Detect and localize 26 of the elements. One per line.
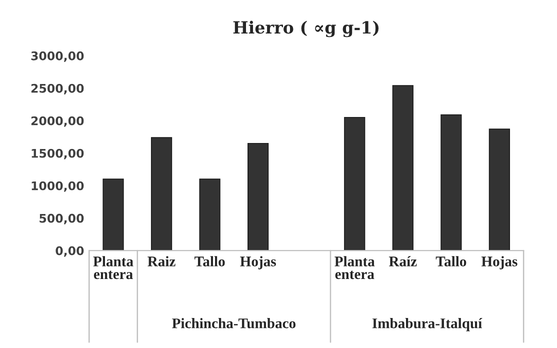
x-tick-label: Hojas [240, 256, 276, 270]
y-tick-label: 500,00 [40, 214, 84, 224]
x-tick-label: Hojas [481, 256, 518, 270]
bar [344, 116, 366, 251]
text: Pichincha-Tumbaco [172, 318, 296, 328]
x-tick-label: Raiz [148, 256, 176, 266]
y-tick-label: 0,00 [56, 246, 84, 257]
x-tick-label: Tallo [436, 256, 466, 266]
x-tick-label: Tallo [194, 256, 225, 266]
x-tick-label: Raíz [388, 256, 417, 266]
bar [248, 142, 269, 251]
bar [150, 137, 172, 251]
y-tick-label: 2500,00 [31, 84, 84, 94]
y-tick-label: 2000,00 [31, 116, 84, 127]
bar [199, 178, 220, 251]
bar [488, 128, 510, 251]
bar [392, 85, 414, 251]
y-tick-label: 1500,00 [32, 148, 84, 160]
y-tick-label: 3000,00 [31, 51, 84, 62]
bar [440, 114, 462, 251]
x-tick-label: Planta entera [334, 256, 375, 280]
y-tick-label: 1000,00 [32, 181, 84, 192]
chart-title: Hierro ( ∝g g-1) [233, 20, 379, 38]
x-tick-label: Planta entera [93, 256, 134, 280]
text: Imbabura-Italquí [372, 318, 482, 332]
bar [102, 178, 124, 251]
